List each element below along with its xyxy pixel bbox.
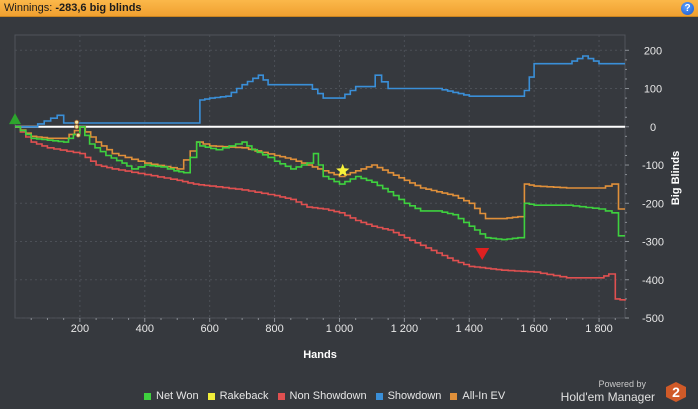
y-tick-label: -200 (642, 198, 664, 210)
legend-item-all-in-ev[interactable]: All-In EV (450, 390, 505, 402)
series-line-all-in-ev (15, 126, 625, 220)
star-icon (336, 163, 350, 177)
y-tick-label: -400 (642, 275, 664, 287)
legend-label: Non Showdown (289, 390, 367, 402)
series-line-non-showdown (15, 126, 626, 301)
x-axis-title: Hands (303, 349, 337, 361)
series-line-net-won (15, 126, 625, 241)
y-tick-label: -500 (642, 313, 664, 325)
y-tick-label: 100 (644, 84, 662, 96)
x-tick-label: 1 000 (326, 323, 354, 335)
legend-label: Rakeback (219, 390, 269, 402)
legend-swatch (375, 392, 383, 400)
legend-swatch (144, 392, 151, 400)
y-tick-label: 200 (644, 45, 662, 57)
legend-item-non-showdown[interactable]: Non Showdown (277, 390, 367, 402)
legend-swatch (450, 392, 458, 400)
event-dot (74, 124, 80, 130)
legend-label: Showdown (387, 390, 442, 402)
y-tick-label: -300 (642, 237, 664, 249)
legend-item-net-won[interactable]: Net Won (144, 390, 199, 402)
help-icon[interactable]: ? (681, 2, 694, 15)
hem-logo-icon: 2 (666, 382, 686, 402)
legend-label: Net Won (156, 390, 199, 402)
event-dot (75, 132, 81, 138)
y-axis-title: Big Blinds (670, 151, 682, 205)
winnings-label: Winnings: (4, 2, 53, 14)
x-tick-label: 600 (201, 323, 219, 335)
brand-name: Hold'em Manager (560, 390, 655, 404)
x-tick-label: 1 800 (585, 323, 613, 335)
winnings-value: -283,6 big blinds (55, 2, 142, 14)
event-dot (74, 119, 80, 125)
powered-by-text: Powered by (598, 379, 646, 389)
x-tick-label: 1 400 (455, 323, 483, 335)
title-bar: Winnings: -283,6 big blinds ? (0, 0, 698, 17)
x-tick-label: 1 200 (391, 323, 419, 335)
series-line-showdown (15, 55, 625, 128)
start-triangle-icon (9, 113, 21, 125)
x-tick-label: 400 (136, 323, 154, 335)
chart-markers (9, 113, 490, 260)
x-tick-label: 800 (265, 323, 283, 335)
x-tick-label: 200 (71, 323, 89, 335)
legend-item-showdown[interactable]: Showdown (375, 390, 442, 402)
low-point-triangle-icon (475, 247, 490, 260)
legend-swatch (207, 392, 215, 400)
legend-item-rakeback[interactable]: Rakeback (207, 390, 269, 402)
y-tick-label: 0 (650, 122, 656, 134)
chart-series (15, 55, 626, 301)
chart-axes: 200 400 600 800 1 000 1 200 1 400 1 600 1 800 200… (30, 45, 682, 361)
legend-label: All-In EV (462, 390, 506, 402)
legend-swatch (277, 392, 285, 400)
chart-legend: Net Won Rakeback Non Showdown Showdown All-I… (144, 389, 514, 403)
y-tick-label: -100 (642, 160, 664, 172)
x-tick-label: 1 600 (520, 323, 548, 335)
winnings-title: Winnings: -283,6 big blinds (4, 2, 142, 14)
